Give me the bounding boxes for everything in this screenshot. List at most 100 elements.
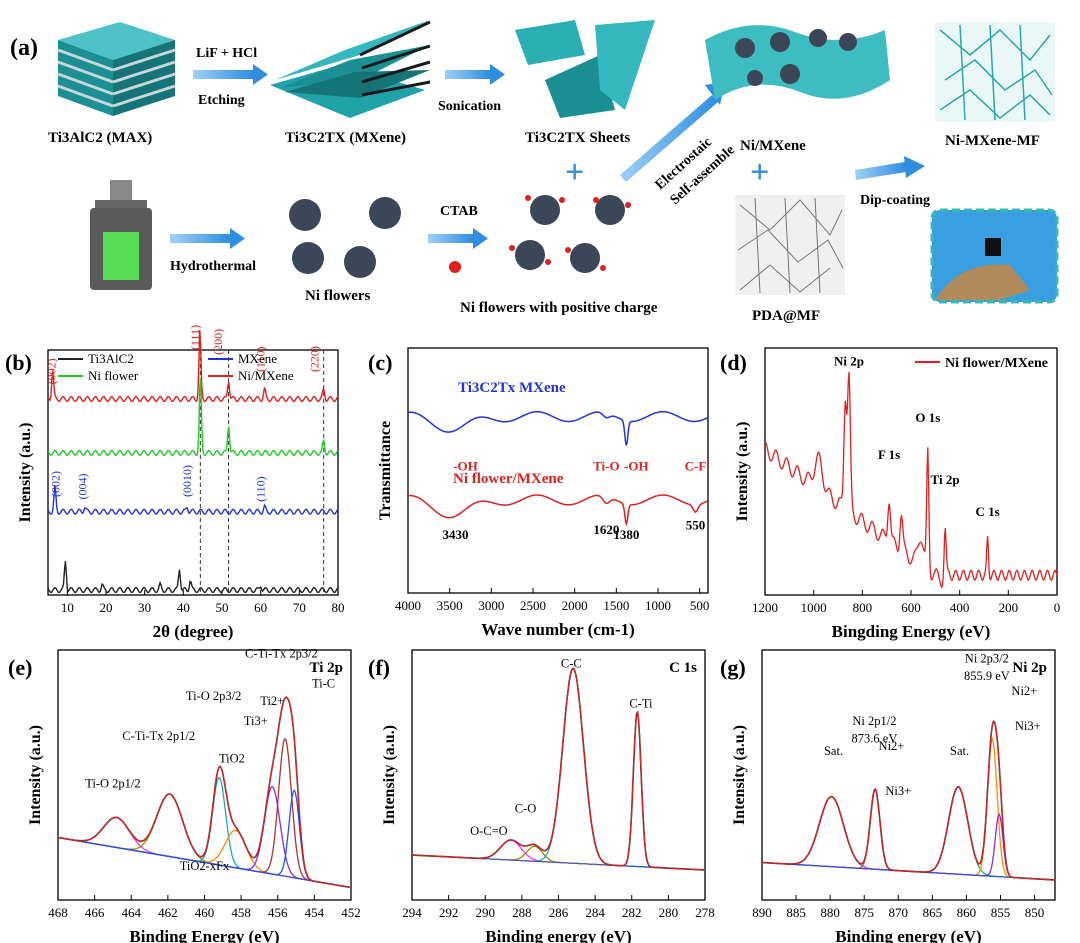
plus-icon: +: [565, 154, 584, 191]
tick-label: 860: [957, 905, 977, 920]
fit-component: [412, 839, 705, 871]
tick-label: 80: [332, 600, 345, 615]
legend-entry: Ti3AlC2: [88, 351, 134, 366]
series-line: [47, 329, 339, 403]
tick-label: 855: [991, 905, 1011, 920]
tick-label: 40: [177, 600, 190, 615]
y-axis-label: Intensity (a.u.): [27, 725, 44, 825]
x-axis-label: Bingding Energy (eV): [832, 622, 991, 641]
positive-ni-flowers-illustration: [509, 195, 631, 273]
series-line: [47, 378, 339, 457]
annotation: 550: [686, 517, 706, 532]
tick-label: 462: [158, 905, 178, 920]
etch-label: Etching: [198, 93, 245, 108]
tick-label: 1500: [603, 598, 629, 613]
series-line: [47, 485, 339, 515]
x-axis-label: Wave number (cm-1): [481, 620, 635, 639]
ctab-label: CTAB: [440, 204, 478, 219]
legend-entry: Ni/MXene: [238, 368, 294, 383]
arrow-sonication: [445, 70, 490, 79]
y-axis-label: Intensity (a.u.): [381, 725, 398, 825]
peak-label: (002): [45, 358, 59, 384]
peak-label: C-O: [515, 802, 537, 816]
panel-a-label: (a): [10, 35, 38, 61]
annotation: -OH: [453, 459, 478, 474]
y-axis-label: Transmittance: [377, 421, 394, 520]
tick-label: 0: [1054, 600, 1061, 615]
tick-label: 885: [786, 905, 806, 920]
dip-coating-label: Dip-coating: [860, 193, 930, 208]
series-line: [764, 371, 1058, 589]
peak-label: Ni 2p3/2: [965, 652, 1009, 666]
fit-component: [761, 812, 1056, 881]
panel-label: (e): [8, 655, 32, 680]
peak-label: C-Ti-Tx 2p1/2: [122, 729, 195, 743]
tick-label: 20: [100, 600, 113, 615]
tick-label: 865: [923, 905, 943, 920]
charts: (b) 10 20 30 40 50 60 70 80 2θ (degree) Intensity …: [5, 325, 1060, 943]
fit-component: [761, 788, 1056, 881]
background-line: [57, 837, 351, 888]
tick-label: 292: [439, 905, 459, 920]
peak-label: (002): [49, 471, 63, 497]
annotation: -OH: [624, 459, 649, 474]
tick-label: 284: [585, 905, 605, 920]
tick-label: 70: [293, 600, 306, 615]
peak-label: Ti-C: [312, 677, 335, 691]
tick-label: 600: [901, 600, 921, 615]
peak-label: TiO2: [219, 752, 245, 766]
tick-label: 466: [85, 905, 105, 920]
peak-label: Ni3+: [1015, 719, 1041, 733]
ctab-icon: [449, 261, 461, 273]
peak-label: (111): [188, 325, 202, 350]
peak-label: Ni3+: [885, 784, 911, 798]
annotation: C-F: [685, 459, 707, 474]
tick-label: 290: [476, 905, 496, 920]
tick-label: 870: [889, 905, 909, 920]
mxene-illustration: [270, 20, 431, 118]
annotation: 3430: [443, 527, 469, 542]
series-label: Ni flower/MXene: [453, 471, 564, 487]
chart-b: (b) 10 20 30 40 50 60 70 80 2θ (degree) Intensity …: [5, 325, 345, 641]
panel-label: (f): [368, 655, 390, 680]
tick-label: 456: [268, 905, 288, 920]
autoclave-illustration: [90, 180, 152, 290]
sonication-label: Sonication: [438, 99, 501, 114]
ni-mxene-mf-illustration: [935, 22, 1055, 122]
peak-label: Ti3+: [244, 714, 268, 728]
envelope-fit: [57, 696, 351, 888]
x-axis-label: Binding energy (eV): [485, 927, 631, 943]
peak-label: Ti 2p: [931, 472, 960, 487]
arrow-self-assemble: [620, 95, 718, 182]
tick-label: 3000: [478, 598, 504, 613]
peak-label: (004): [76, 473, 90, 499]
plot-frame: [407, 347, 709, 594]
tick-label: 400: [950, 600, 970, 615]
peak-label: Ni 2p: [834, 353, 864, 368]
y-axis-label: Intensity (a.u.): [731, 725, 748, 825]
chart-c: (c) 4000 3500 3000 2500 2000 1500 1000 500 Wave n…: [368, 347, 709, 639]
panel-a: (a) Ti3AlC2 (MAX) LiF + HCl Etching Ti3C…: [10, 20, 1059, 324]
arrow-hydrothermal: [170, 234, 230, 243]
annotation: Ti-O: [593, 459, 620, 474]
corner-label: Ni 2p: [1012, 660, 1047, 676]
fit-component: [412, 667, 705, 871]
tick-label: 280: [659, 905, 679, 920]
panel-label: (c): [368, 350, 392, 375]
peak-label: 855.9 eV: [964, 669, 1010, 683]
ni-mxene-label: Ni/MXene: [740, 138, 806, 154]
peak-label: F 1s: [878, 447, 900, 462]
positive-label: Ni flowers with positive charge: [460, 300, 658, 316]
tick-label: 1000: [801, 600, 827, 615]
raw-spectrum: [761, 720, 1056, 881]
tick-label: 2500: [520, 598, 546, 613]
chart-d: (d) 1200 1000 800 600 400 200 0 Bingding Energy …: [720, 347, 1061, 641]
envelope-fit: [761, 720, 1056, 881]
peak-label: Ni 2p1/2: [852, 714, 896, 728]
peak-label: C-C: [561, 657, 582, 671]
series-line: [407, 410, 709, 446]
peak-label: Ni2+: [879, 739, 905, 753]
panel-label: (g): [720, 655, 746, 680]
x-axis-label: 2θ (degree): [153, 622, 234, 641]
